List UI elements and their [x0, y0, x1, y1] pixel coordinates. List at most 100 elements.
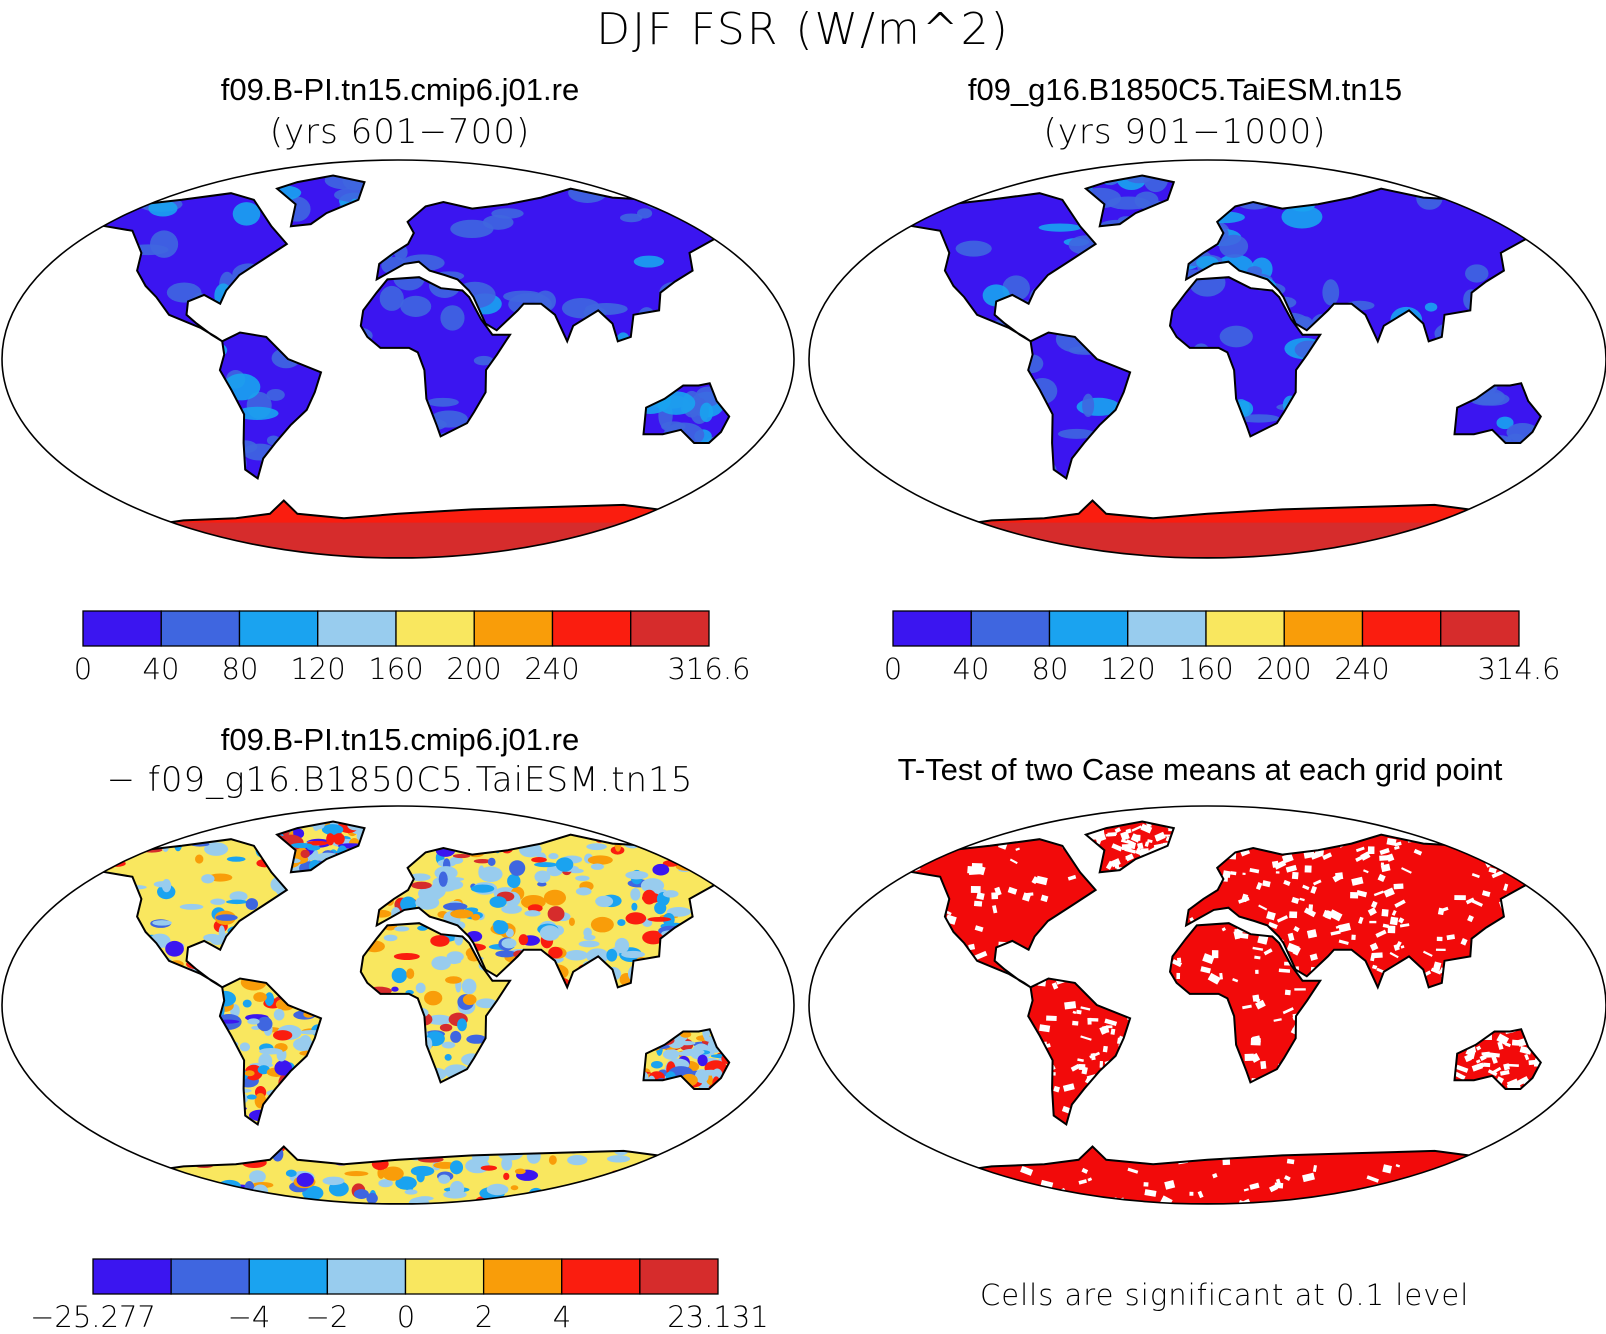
eurasia-outline — [375, 833, 734, 990]
difference-cell — [215, 914, 238, 921]
albedo-patch — [440, 305, 465, 331]
albedo-patch — [379, 285, 404, 311]
north-america-outline — [885, 838, 1098, 989]
insignificant-cell — [1107, 832, 1117, 837]
albedo-patch — [266, 388, 285, 401]
difference-cell — [449, 856, 464, 865]
insignificant-cell — [1124, 847, 1136, 854]
insignificant-cell — [1212, 1173, 1218, 1179]
colorbar-segment — [238, 610, 319, 647]
difference-cell — [239, 1042, 251, 1052]
insignificant-cell — [1072, 1020, 1079, 1026]
south-america-significant — [1028, 978, 1131, 1125]
insignificant-cell — [1335, 872, 1344, 880]
colorbar-segment — [1127, 610, 1207, 647]
south-america-outline — [1027, 977, 1132, 1127]
insignificant-cell — [1120, 831, 1130, 841]
insignificant-cell — [1488, 867, 1497, 874]
albedo-patch — [1496, 416, 1514, 430]
difference-cell — [534, 862, 558, 868]
insignificant-cell — [1508, 1063, 1519, 1068]
insignificant-cell — [1087, 1177, 1093, 1182]
insignificant-cell — [1051, 982, 1059, 990]
insignificant-cell — [1394, 845, 1400, 850]
difference-cell — [466, 1034, 487, 1044]
difference-cell — [606, 948, 618, 962]
insignificant-cell — [1053, 1085, 1061, 1093]
insignificant-cell — [1232, 978, 1239, 983]
difference-cell — [394, 926, 410, 932]
greenland-outline — [275, 174, 366, 228]
insignificant-cell — [1370, 900, 1378, 909]
insignificant-cell — [1266, 911, 1276, 921]
insignificant-cell — [1471, 872, 1480, 879]
insignificant-cell — [1511, 1039, 1520, 1046]
difference-cell — [449, 1160, 464, 1175]
difference-cell — [567, 1154, 588, 1166]
difference-cell — [450, 1030, 462, 1043]
difference-cell — [244, 1070, 255, 1077]
difference-cell — [326, 833, 335, 846]
difference-cell — [201, 874, 215, 884]
insignificant-cell — [1322, 852, 1333, 860]
colorbar-tick-label: 4 — [552, 1300, 572, 1334]
insignificant-cell — [1302, 884, 1310, 891]
albedo-patch — [1189, 277, 1226, 297]
colorbar-tick-label: 80 — [221, 652, 259, 686]
insignificant-cell — [1249, 868, 1260, 874]
colorbar-segment — [1440, 610, 1520, 647]
difference-cell — [457, 1018, 467, 1032]
insignificant-cell — [1130, 833, 1141, 843]
difference-cell — [179, 903, 204, 910]
insignificant-cell — [1401, 867, 1412, 874]
difference-cell — [300, 849, 310, 859]
insignificant-cell — [1446, 934, 1456, 941]
insignificant-cell — [1393, 883, 1404, 890]
albedo-patch — [1465, 264, 1489, 283]
difference-cell — [694, 1069, 709, 1084]
eurasia-significant — [1186, 834, 1545, 988]
colorbar-tick-label: 240 — [524, 652, 580, 686]
difference-cell — [697, 1054, 708, 1067]
difference-cell — [306, 840, 328, 846]
africa-significant — [1170, 923, 1321, 1083]
insignificant-cell — [1358, 916, 1364, 925]
albedo-patch — [1028, 354, 1044, 374]
difference-cell — [378, 1179, 393, 1188]
insignificant-cell — [1072, 1010, 1077, 1015]
insignificant-cell — [1338, 922, 1352, 933]
insignificant-cell — [1099, 1026, 1107, 1035]
insignificant-cell — [1289, 911, 1298, 919]
colorbar-tick-label: 120 — [290, 652, 346, 686]
colorbar-tick-label: −4 — [227, 1300, 271, 1334]
insignificant-cell — [1114, 861, 1120, 869]
colorbar-segment — [326, 1258, 407, 1295]
difference-cell — [470, 884, 495, 893]
difference-cell — [258, 1053, 273, 1069]
insignificant-cell — [1370, 954, 1376, 962]
difference-cell — [642, 930, 665, 945]
difference-cell — [415, 982, 426, 994]
insignificant-cell — [1273, 1018, 1282, 1022]
difference-cell — [707, 1039, 716, 1056]
figure-title: DJF FSR (W/m^2) — [596, 4, 1010, 55]
insignificant-cell — [1306, 929, 1318, 939]
insignificant-cell — [1504, 1042, 1511, 1048]
albedo-patch — [148, 200, 178, 217]
difference-cell — [555, 857, 574, 872]
difference-cell — [404, 1179, 415, 1192]
colorbar-segment — [639, 1258, 719, 1295]
insignificant-cell — [1260, 1060, 1267, 1070]
difference-cell — [246, 1094, 257, 1100]
difference-cell — [152, 920, 172, 926]
panel-title-case1: f09.B-PI.tn15.cmip6.j01.re — [220, 72, 580, 107]
insignificant-cell — [1377, 873, 1386, 883]
colorbar-tick-label: −25.277 — [30, 1300, 156, 1334]
insignificant-cell — [1143, 1182, 1149, 1187]
albedo-patch — [1281, 205, 1323, 229]
north-america-outline — [885, 192, 1098, 343]
insignificant-cell — [1080, 1035, 1092, 1041]
difference-cell — [564, 950, 588, 961]
